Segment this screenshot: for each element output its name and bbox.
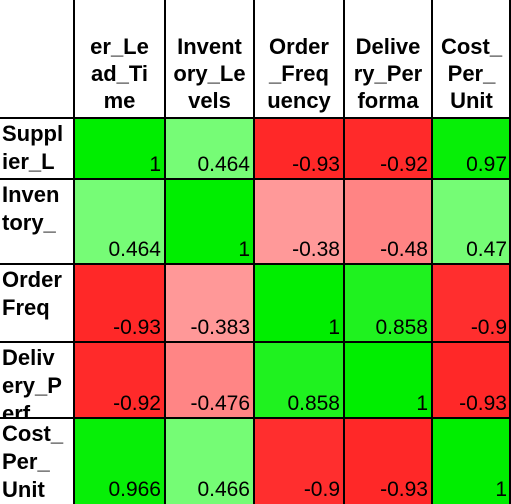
heatmap-cell: 1 (165, 179, 254, 264)
column-header-label: forma (357, 88, 419, 113)
cell-value-label: -0.38 (292, 238, 340, 261)
column-header: Invent ory_Le vels (165, 0, 254, 114)
column-header: Cost_ Per_ Unit (432, 0, 511, 114)
heatmap-cell: -0.9 (432, 264, 511, 342)
row-header: Inven tory_ (0, 179, 73, 264)
column-header: er_Le ad_Ti me (74, 0, 165, 114)
row-header-label: erf (2, 401, 31, 418)
column-header-label: er_Le (90, 34, 149, 59)
heatmap-cell: -0.48 (344, 179, 432, 264)
cell-value-label: 0.966 (108, 478, 161, 501)
grid-line-horizontal (0, 341, 511, 343)
cell-value-label: 0.464 (108, 238, 161, 261)
heatmap-cell: 0.464 (74, 179, 165, 264)
heatmap-cell: 1 (344, 342, 432, 418)
column-header-label: Cost_ (440, 34, 503, 59)
heatmap-cell: -0.476 (165, 342, 254, 418)
cell-value-label: -0.476 (190, 392, 250, 415)
row-header-label: Cost_ (2, 421, 64, 446)
cell-value-label: 0.464 (197, 153, 250, 176)
column-header-label: Per_ (447, 61, 496, 86)
heatmap-cell: 1 (74, 118, 165, 179)
column-header-label: uency (267, 88, 331, 113)
row-header: Order Freq (0, 264, 73, 342)
grid-line-horizontal (0, 178, 511, 180)
column-header-label: vels (188, 88, 231, 113)
cell-value-label: -0.93 (292, 153, 340, 176)
grid-line-vertical (343, 0, 345, 504)
row-header-label: Order (2, 267, 62, 292)
cell-value-label: 0.858 (375, 316, 428, 339)
cell-value-label: 1 (328, 316, 340, 339)
grid-line-horizontal (0, 263, 511, 265)
row-header-label: Deliv (2, 345, 55, 370)
heatmap-cell: -0.9 (254, 418, 344, 504)
cell-value-label: -0.92 (380, 153, 428, 176)
heatmap-cell: -0.93 (254, 118, 344, 179)
cell-value-label: -0.92 (113, 392, 161, 415)
heatmap-cell: 0.97 (432, 118, 511, 179)
grid-line-horizontal (0, 417, 511, 419)
column-header-label: ry_Per (353, 61, 423, 86)
heatmap-cell: 0.858 (254, 342, 344, 418)
column-header: Order _Freq uency (254, 0, 344, 114)
row-header: Cost_ Per_ Unit (0, 418, 73, 504)
column-header-label: Unit (450, 88, 493, 113)
cell-value-label: -0.383 (190, 316, 250, 339)
heatmap-cell: -0.93 (432, 342, 511, 418)
grid-line-vertical (253, 0, 255, 504)
column-header-label: ory_Le (173, 61, 246, 86)
heatmap-cell: -0.93 (74, 264, 165, 342)
cell-value-label: 0.466 (197, 478, 250, 501)
cell-value-label: 1 (416, 392, 428, 415)
cell-value-label: -0.9 (470, 316, 507, 339)
heatmap-cell: 0.47 (432, 179, 511, 264)
grid-line-vertical (431, 0, 433, 504)
heatmap-cell: 0.858 (344, 264, 432, 342)
cell-value-label: 0.858 (287, 392, 340, 415)
heatmap-cell: 1 (254, 264, 344, 342)
cell-value-label: 1 (238, 238, 250, 261)
heatmap-cell: 0.466 (165, 418, 254, 504)
cell-value-label: -0.93 (459, 392, 507, 415)
cell-value-label: -0.9 (303, 478, 340, 501)
row-header-label: Per_ (2, 449, 50, 474)
row-header: Suppl ier_L (0, 118, 73, 179)
column-header: Delive ry_Per forma (344, 0, 432, 114)
cell-value-label: 0.97 (466, 153, 507, 176)
row-header-label: ery_P (2, 373, 62, 398)
row-header-label: Suppl (2, 121, 64, 146)
cell-value-label: 1 (149, 153, 161, 176)
grid-line-vertical (164, 0, 166, 504)
heatmap-cell: 0.966 (74, 418, 165, 504)
row-header-label: Freq (2, 295, 50, 320)
heatmap-cell: 0.464 (165, 118, 254, 179)
column-header-label: Order (269, 34, 329, 59)
heatmap-cell: -0.38 (254, 179, 344, 264)
row-header-label: Inven (2, 182, 60, 207)
grid-line-vertical (73, 0, 75, 504)
cell-value-label: -0.93 (380, 478, 428, 501)
heatmap-cell: -0.93 (344, 418, 432, 504)
column-header-label: Delive (355, 34, 421, 59)
column-header-label: Invent (177, 34, 242, 59)
cell-value-label: -0.93 (113, 316, 161, 339)
row-header-label: ier_L (2, 149, 55, 174)
grid-line-vertical (509, 0, 511, 504)
heatmap-cell: 1 (432, 418, 511, 504)
column-header-label: _Freq (269, 61, 329, 86)
cell-value-label: 0.47 (466, 238, 507, 261)
heatmap-cell: -0.92 (74, 342, 165, 418)
cell-value-label: 1 (495, 478, 507, 501)
column-header-label: ad_Ti (90, 61, 149, 86)
heatmap-cell: -0.383 (165, 264, 254, 342)
grid-line-horizontal (0, 117, 511, 119)
heatmap-cell: -0.92 (344, 118, 432, 179)
row-header-label: tory_ (2, 210, 56, 235)
row-header-label: Unit (2, 477, 45, 502)
column-header-label: me (103, 88, 136, 113)
cell-value-label: -0.48 (380, 238, 428, 261)
